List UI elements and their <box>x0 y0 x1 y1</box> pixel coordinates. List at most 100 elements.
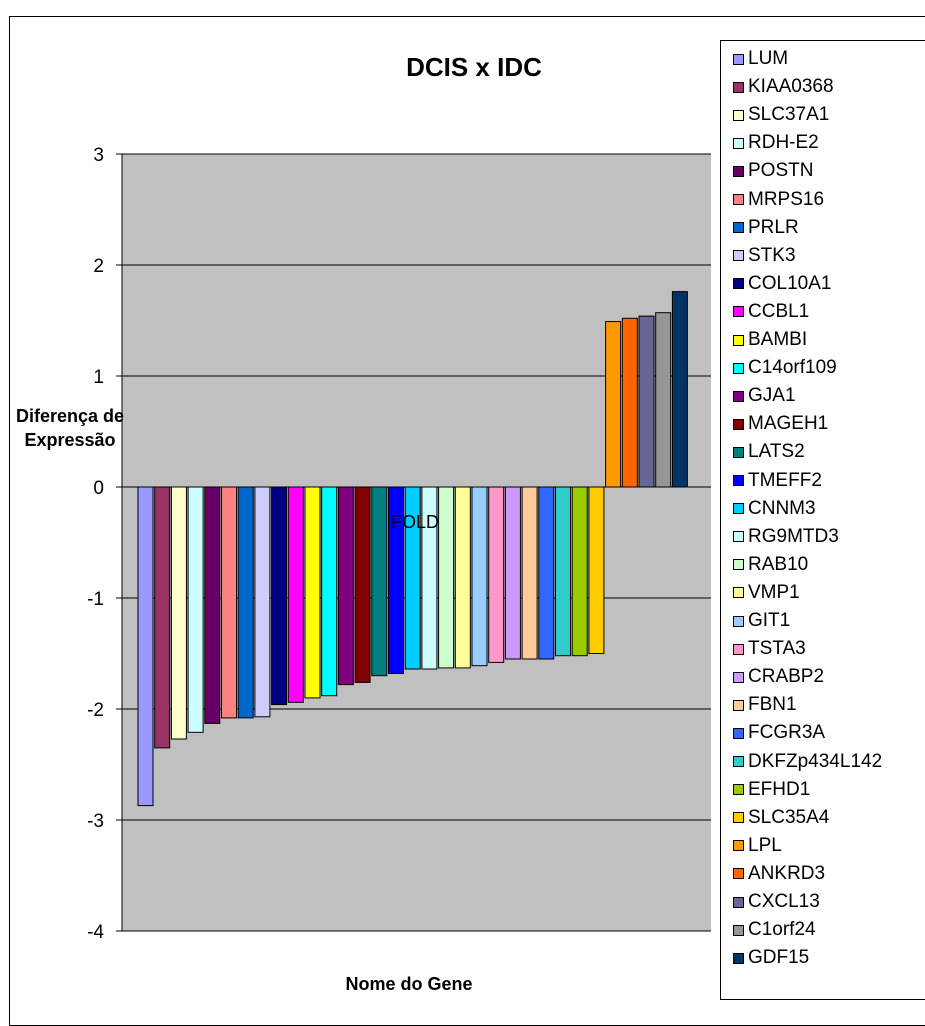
bar-git1 <box>471 486 488 667</box>
y-tick-label: -2 <box>87 700 104 721</box>
legend-swatch <box>733 896 744 908</box>
legend-swatch <box>733 840 744 852</box>
legend-item: CRABP2 <box>733 663 824 691</box>
legend-item: FBN1 <box>733 691 797 719</box>
bar-ccbl1 <box>287 486 304 703</box>
legend-label: KIAA0368 <box>748 76 834 98</box>
legend-swatch <box>733 812 744 824</box>
legend-swatch <box>733 475 744 486</box>
legend-label: RG9MTD3 <box>748 525 839 547</box>
legend-swatch <box>733 306 744 318</box>
legend-item: LUM <box>733 45 788 73</box>
legend-label: C14orf109 <box>748 357 837 379</box>
bar-kiaa0368 <box>154 486 171 749</box>
legend-label: RAB10 <box>748 553 809 575</box>
bar-cxcl13 <box>638 315 655 488</box>
legend-swatch <box>733 362 744 374</box>
legend-item: RG9MTD3 <box>733 523 839 551</box>
bar-c1orf24 <box>655 312 672 488</box>
legend-swatch <box>733 643 744 655</box>
legend-item: LPL <box>733 832 782 860</box>
legend-swatch <box>733 615 744 627</box>
legend-swatch <box>733 446 744 458</box>
legend-item: SLC37A1 <box>733 101 829 129</box>
y-tick-label: 3 <box>93 145 104 166</box>
legend-item: EFHD1 <box>733 776 810 804</box>
bar-fcgr3a <box>538 486 555 660</box>
legend-item: LATS2 <box>733 438 805 466</box>
legend-item: SLC35A4 <box>733 804 829 832</box>
legend-swatch <box>733 81 744 93</box>
legend-swatch <box>733 924 744 936</box>
bar-mrps16 <box>221 486 237 719</box>
bar-crabp2 <box>504 486 521 660</box>
legend-item: MAGEH1 <box>733 410 828 438</box>
bar-gdf15 <box>671 291 688 488</box>
legend-item: MRPS16 <box>733 186 824 214</box>
legend-item: FCGR3A <box>733 719 825 747</box>
legend-swatch <box>733 53 744 65</box>
bar-bambi <box>304 486 321 699</box>
legend-swatch <box>733 531 744 543</box>
legend: LUM KIAA0368 SLC37A1 RDH-E2 POSTN MRPS16 PRLR S… <box>720 40 925 1000</box>
bar-col10a1 <box>271 486 288 706</box>
legend-label: POSTN <box>748 160 814 182</box>
legend-swatch <box>733 952 744 964</box>
legend-label: PRLR <box>748 216 799 238</box>
bar-postn <box>204 486 221 724</box>
legend-item: PRLR <box>733 214 799 242</box>
legend-item: KIAA0368 <box>733 73 834 101</box>
bar-c14orf109 <box>321 486 338 697</box>
legend-label: FBN1 <box>748 694 797 716</box>
legend-item: BAMBI <box>733 326 807 354</box>
legend-label: C1orf24 <box>748 919 816 941</box>
fold-annotation: FOLD <box>391 512 439 532</box>
bar-efhd1 <box>571 486 588 657</box>
legend-swatch <box>733 784 744 796</box>
legend-swatch <box>733 559 744 571</box>
legend-label: COL10A1 <box>748 272 832 294</box>
bar-tsta3 <box>488 486 505 663</box>
y-tick-label: 2 <box>93 256 104 277</box>
legend-swatch <box>733 278 744 290</box>
legend-swatch <box>733 137 744 149</box>
legend-item: POSTN <box>733 157 813 185</box>
legend-label: EFHD1 <box>748 778 811 800</box>
legend-label: SLC35A4 <box>748 806 830 828</box>
legend-label: MAGEH1 <box>748 413 829 435</box>
legend-label: STK3 <box>748 244 796 266</box>
legend-item: CNNM3 <box>733 495 816 523</box>
legend-label: SLC37A1 <box>748 104 830 126</box>
legend-label: TSTA3 <box>748 638 806 660</box>
legend-item: GIT1 <box>733 607 790 635</box>
bar-dkfzp434l142 <box>555 486 571 657</box>
legend-label: CRABP2 <box>748 666 825 688</box>
chart-title: DCIS x IDC <box>406 52 542 82</box>
y-tick-label: 1 <box>93 367 104 388</box>
bar-vmp1 <box>454 486 471 669</box>
legend-item: C1orf24 <box>733 916 816 944</box>
legend-item: TMEFF2 <box>733 467 822 495</box>
bar-rab10 <box>438 486 455 669</box>
legend-swatch <box>733 390 744 402</box>
legend-label: CCBL1 <box>748 300 810 322</box>
legend-swatch <box>733 109 744 121</box>
bar-fbn1 <box>521 486 538 660</box>
bar-rg9mtd3 <box>421 486 438 670</box>
bar-gja1 <box>337 486 354 686</box>
y-tick-label: -4 <box>87 922 104 943</box>
legend-label: DKFZp434L142 <box>748 750 883 772</box>
bar-slc37a1 <box>170 486 187 740</box>
legend-label: GJA1 <box>748 385 796 407</box>
legend-label: LPL <box>748 834 782 856</box>
legend-label: VMP1 <box>748 581 800 603</box>
bar-stk3 <box>254 486 271 718</box>
bar-ankrd3 <box>621 317 638 488</box>
legend-item: ANKRD3 <box>733 860 825 888</box>
legend-item: VMP1 <box>733 579 800 607</box>
legend-swatch <box>733 699 744 711</box>
legend-item: C14orf109 <box>733 354 837 382</box>
y-tick-label: 0 <box>93 478 104 499</box>
bar-lpl <box>605 321 622 488</box>
